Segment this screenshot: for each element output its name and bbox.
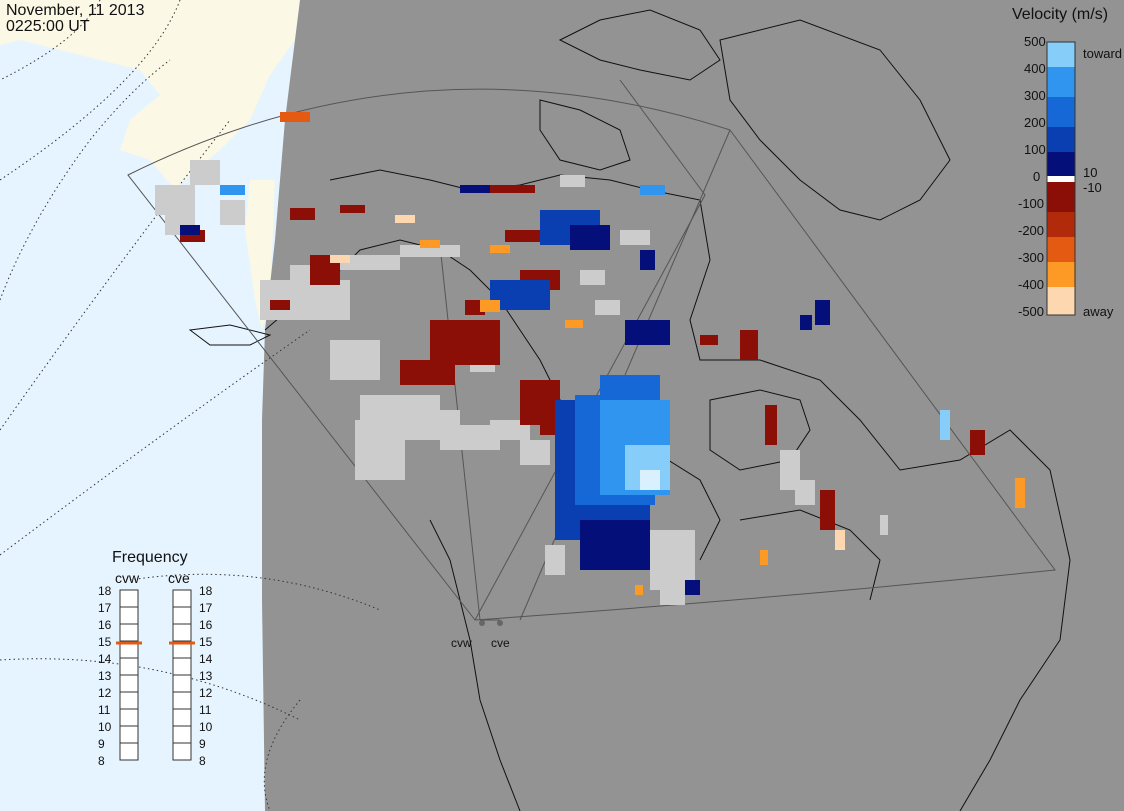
frequency-tick-cvw: 14 — [98, 652, 112, 666]
frequency-cve-label: cve — [168, 570, 190, 586]
frequency-tick-cvw: 11 — [98, 703, 111, 717]
colorbar-tick: 100 — [1024, 142, 1046, 157]
cvw-frequency-marker — [116, 641, 142, 645]
radar-site-cvw — [479, 620, 485, 626]
frequency-tick-cve: 18 — [199, 584, 213, 598]
frequency-tick-cve: 9 — [199, 737, 206, 751]
frequency-tick-cve: 16 — [199, 618, 213, 632]
frequency-tick-cve: 17 — [199, 601, 213, 615]
frequency-tick-cvw: 9 — [98, 737, 105, 751]
frequency-tick-cve: 15 — [199, 635, 213, 649]
colorbar-tick: -200 — [1018, 223, 1045, 238]
night-region — [262, 0, 1124, 811]
graticule — [0, 0, 381, 811]
frequency-tick-cvw: 8 — [98, 754, 105, 768]
radar-label-cve: cve — [491, 636, 510, 650]
frequency-tick-cve: 14 — [199, 652, 213, 666]
cve-frequency-marker — [169, 641, 195, 645]
frequency-tick-cvw: 18 — [98, 584, 112, 598]
colorbar-tick: -500 — [1018, 304, 1045, 319]
colorbar-toward-label: toward — [1083, 46, 1123, 61]
frequency-tick-cvw: 13 — [98, 669, 112, 683]
frequency-cvw-label: cvw — [115, 570, 140, 586]
frequency-title: Frequency — [112, 549, 188, 566]
frequency-tick-cvw: 17 — [98, 601, 112, 615]
echo-away-strong — [180, 185, 985, 530]
colorbar-tick: 500 — [1024, 34, 1046, 49]
colorbar-tick: 0 — [1033, 169, 1041, 184]
frequency-tick-cve: 10 — [199, 720, 213, 734]
colorbar-tick: 300 — [1024, 88, 1046, 103]
colorbar-tick: 10 — [1083, 165, 1098, 180]
colorbar-title: Velocity (m/s) — [1012, 6, 1109, 23]
colorbar-tick: -100 — [1018, 196, 1045, 211]
frequency-tick-cvw: 15 — [98, 635, 112, 649]
frequency-panel — [116, 589, 195, 761]
echo-toward — [180, 185, 950, 595]
frequency-tick-cve: 11 — [199, 703, 212, 717]
radar-label-cvw: cvw — [451, 636, 472, 650]
siberia-land — [0, 0, 300, 190]
date-label: November, 11 2013 — [6, 2, 145, 19]
frequency-tick-cvw: 12 — [98, 686, 112, 700]
time-label: 0225:00 UT — [6, 18, 90, 35]
colorbar-tick: -400 — [1018, 277, 1045, 292]
frequency-tick-cvw: 16 — [98, 618, 112, 632]
velocity-colorbar — [1046, 41, 1076, 316]
echo-away-light — [280, 112, 1025, 595]
colorbar-tick: -300 — [1018, 250, 1045, 265]
colorbar-tick: 400 — [1024, 61, 1046, 76]
colorbar-away-label: away — [1083, 304, 1114, 319]
frequency-tick-cve: 8 — [199, 754, 206, 768]
radar-site-cve — [497, 620, 503, 626]
colorbar-tick: -10 — [1083, 180, 1102, 195]
frequency-tick-cve: 12 — [199, 686, 213, 700]
frequency-tick-cve: 13 — [199, 669, 213, 683]
colorbar-tick: 200 — [1024, 115, 1046, 130]
frequency-tick-cvw: 10 — [98, 720, 112, 734]
